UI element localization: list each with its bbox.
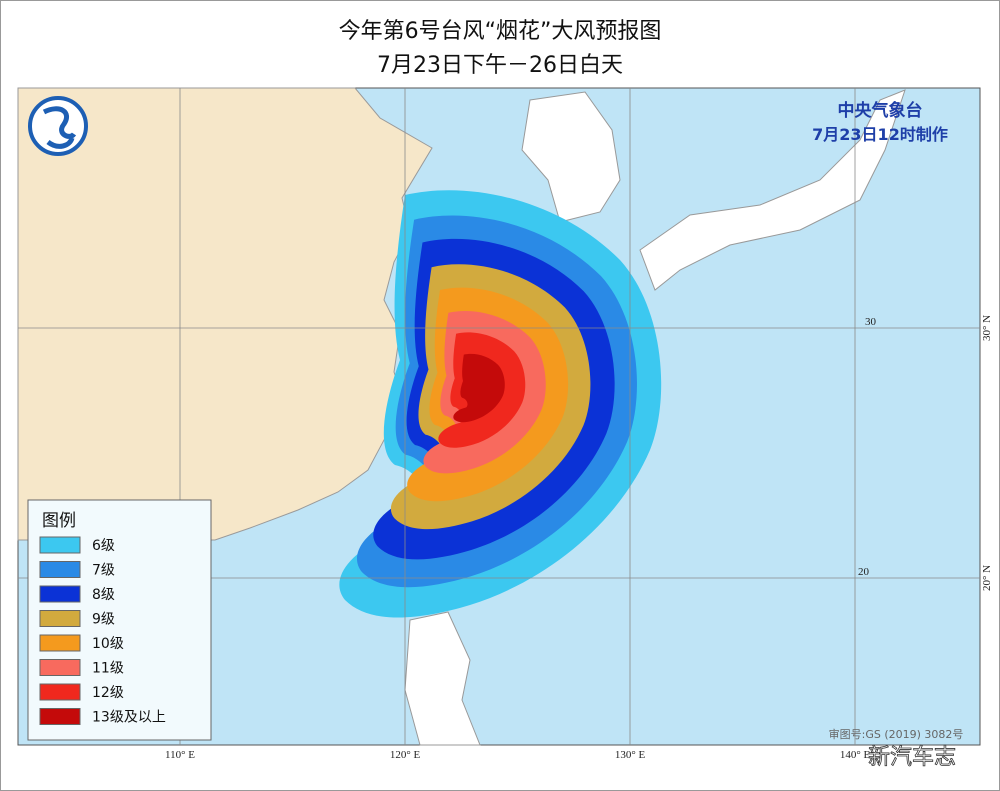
legend-label: 6级 — [92, 538, 115, 554]
lon-label: 110° E — [165, 749, 195, 761]
issue-time: 7月23日12时制作 — [812, 125, 948, 144]
korea — [521, 91, 621, 223]
legend-swatch — [39, 659, 81, 676]
legend-label: 8级 — [92, 587, 115, 603]
inner-lat-label: 20 — [858, 566, 870, 578]
wind-swath — [453, 353, 505, 423]
legend-swatch — [39, 610, 81, 627]
approval-number: 审图号:GS (2019) 3082号 — [829, 727, 964, 741]
luzon — [404, 611, 481, 746]
wind-swaths — [339, 190, 662, 618]
legend-swatch — [39, 561, 81, 578]
legend-label: 9级 — [92, 612, 115, 628]
lon-label: 130° E — [615, 749, 646, 761]
legend-swatch — [39, 634, 81, 652]
legend-swatch — [39, 585, 81, 603]
watermark: 新汽车志 — [868, 745, 956, 770]
inner-lat-label: 30 — [865, 316, 877, 328]
agency-name: 中央气象台 — [838, 100, 923, 121]
legend-label: 7级 — [92, 563, 115, 579]
legend-swatch — [39, 683, 81, 701]
lat-label: 20° N — [981, 565, 993, 591]
lon-label: 140° E — [840, 749, 871, 761]
legend-label: 10级 — [92, 636, 124, 652]
title: 今年第6号台风“烟花”大风预报图 — [339, 19, 662, 44]
lon-label: 120° E — [390, 749, 421, 761]
subtitle: 7月23日下午－26日白天 — [377, 53, 623, 78]
legend-label: 13级及以上 — [92, 710, 166, 726]
graticule — [18, 88, 980, 745]
legend-swatch — [39, 708, 81, 725]
legend-label: 11级 — [92, 661, 124, 677]
lat-label: 30° N — [981, 315, 993, 341]
logo — [28, 96, 88, 156]
legend-label: 12级 — [92, 685, 124, 701]
legend: 图例 6级 7级 8级 9级 10级 11级 12级 13级及以上 — [27, 499, 212, 741]
china-land — [17, 87, 433, 541]
legend-swatch — [39, 536, 81, 554]
logo-mark — [42, 106, 77, 149]
japan — [639, 89, 906, 291]
legend-items: 6级 7级 8级 9级 10级 11级 12级 13级及以上 — [39, 536, 166, 726]
legend-title: 图例 — [42, 511, 76, 531]
